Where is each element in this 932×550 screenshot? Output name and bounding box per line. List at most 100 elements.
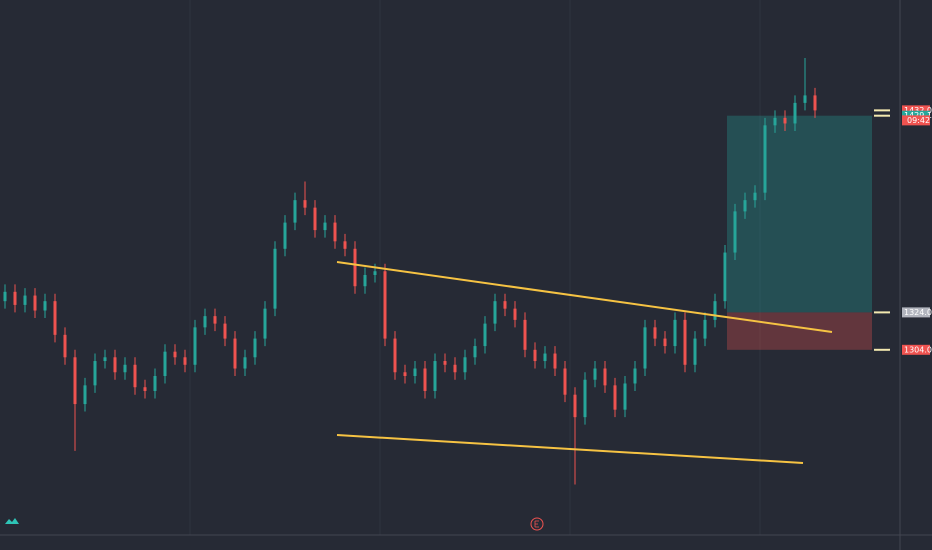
candle-body — [383, 271, 387, 339]
candle-body — [323, 222, 327, 231]
candle-body — [483, 323, 487, 347]
candle-body — [813, 95, 817, 111]
price-tags: 1432.001429.151324.001304.0009:42 — [874, 105, 932, 355]
candle-body — [763, 125, 767, 193]
candle-body — [453, 364, 457, 373]
candle-body — [153, 375, 157, 391]
candle-body — [223, 323, 227, 339]
candle-body — [423, 368, 427, 391]
candle-body — [563, 368, 567, 395]
candle-body — [123, 364, 127, 373]
countdown: 09:42 — [907, 116, 930, 125]
earnings-glyph — [534, 520, 539, 528]
candle-body — [243, 357, 247, 369]
candle-body — [303, 200, 307, 208]
candle-body — [293, 200, 297, 223]
candle-body — [373, 271, 377, 275]
candle-body — [603, 368, 607, 386]
candle-body — [23, 295, 27, 305]
candle-body — [173, 351, 177, 358]
price-tag-bg — [902, 307, 930, 318]
candle-body — [93, 361, 97, 386]
candle-body — [723, 252, 727, 302]
target-zone — [727, 115, 872, 313]
candle-body — [473, 346, 477, 358]
candle-body — [253, 338, 257, 358]
candle-body — [183, 357, 187, 365]
candle-body — [143, 387, 147, 391]
logo — [5, 518, 19, 524]
candle-body — [803, 95, 807, 103]
candle-body — [513, 308, 517, 320]
candle-body — [53, 301, 57, 335]
candle-body — [493, 301, 497, 324]
candle-body — [213, 316, 217, 324]
candle-body — [523, 319, 527, 350]
candle-body — [653, 327, 657, 339]
candle-body — [203, 316, 207, 328]
stop-zone — [727, 312, 872, 350]
candle-body — [393, 338, 397, 373]
candle-body — [43, 301, 47, 311]
candle-body — [703, 319, 707, 339]
candle-body — [783, 117, 787, 124]
candle-body — [713, 301, 717, 320]
candle-body — [413, 368, 417, 376]
candle-body — [643, 327, 647, 369]
candle-body — [33, 295, 37, 311]
candle-body — [333, 222, 337, 242]
candle-body — [83, 385, 87, 405]
candle-body — [443, 361, 447, 365]
candle-body — [193, 327, 197, 365]
candle-body — [543, 353, 547, 362]
position-boxes — [727, 115, 872, 350]
candle-body — [613, 385, 617, 410]
candle-body — [743, 200, 747, 212]
countdown-bg — [902, 115, 930, 126]
candle-body — [503, 301, 507, 309]
candle-body — [283, 222, 287, 249]
trend-line — [336, 434, 804, 464]
candle-body — [313, 207, 317, 231]
candle-body — [633, 368, 637, 384]
candle-body — [463, 357, 467, 373]
candle-body — [583, 379, 587, 418]
candle-body — [753, 192, 757, 201]
candle-body — [363, 274, 367, 287]
candle-body — [623, 383, 627, 410]
candle-body — [533, 349, 537, 362]
price-tag: 1304.00 — [904, 345, 932, 354]
candle-body — [353, 248, 357, 287]
candle-body — [673, 319, 677, 347]
candle-body — [733, 211, 737, 253]
candle-body — [343, 241, 347, 249]
candle-body — [573, 394, 577, 418]
candle-body — [103, 357, 107, 362]
price-tag: 1432.00 — [904, 106, 932, 115]
candle-body — [3, 291, 7, 302]
candle-body — [233, 338, 237, 369]
candle-body — [63, 334, 67, 358]
candle-body — [693, 338, 697, 365]
candle-body — [263, 308, 267, 339]
candle-body — [73, 357, 77, 405]
candle-body — [433, 361, 437, 391]
candle-body — [163, 351, 167, 376]
trend-line — [336, 261, 833, 333]
earnings-marker — [530, 517, 544, 531]
candle-body — [273, 248, 277, 309]
candle-body — [553, 353, 557, 369]
candle-body — [773, 117, 777, 126]
candle-body — [133, 364, 137, 388]
candle-body — [403, 372, 407, 376]
candle-body — [663, 338, 667, 347]
candle-body — [593, 368, 597, 380]
candle-body — [13, 291, 17, 305]
candle-body — [683, 319, 687, 365]
price-tag: 1324.00 — [904, 308, 932, 317]
candles — [3, 57, 817, 485]
price-tag-bg — [902, 344, 930, 355]
price-tag-bg — [902, 105, 930, 116]
